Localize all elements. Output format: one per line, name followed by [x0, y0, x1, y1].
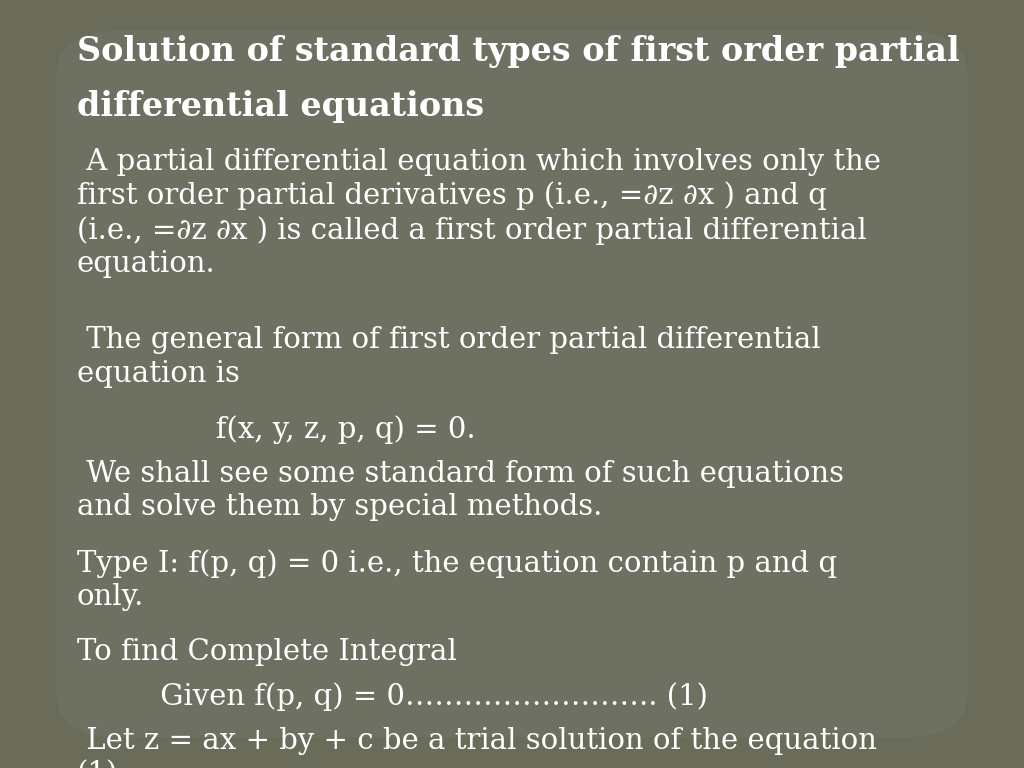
- Text: f(x, y, z, p, q) = 0.: f(x, y, z, p, q) = 0.: [77, 415, 475, 444]
- Text: The general form of first order partial differential
equation is: The general form of first order partial …: [77, 326, 820, 388]
- Text: To find Complete Integral: To find Complete Integral: [77, 638, 457, 666]
- Text: Solution of standard types of first order partial: Solution of standard types of first orde…: [77, 35, 959, 68]
- Text: Given f(p, q) = 0…………………….. (1): Given f(p, q) = 0…………………….. (1): [77, 683, 708, 711]
- FancyBboxPatch shape: [56, 31, 968, 737]
- Text: We shall see some standard form of such equations
and solve them by special meth: We shall see some standard form of such …: [77, 460, 844, 521]
- Text: Let z = ax + by + c be a trial solution of the equation
(1).: Let z = ax + by + c be a trial solution …: [77, 727, 877, 768]
- Text: differential equations: differential equations: [77, 90, 484, 123]
- Text: Type I: f(p, q) = 0 i.e., the equation contain p and q
only.: Type I: f(p, q) = 0 i.e., the equation c…: [77, 549, 837, 611]
- Text: A partial differential equation which involves only the
first order partial deri: A partial differential equation which in…: [77, 148, 881, 279]
